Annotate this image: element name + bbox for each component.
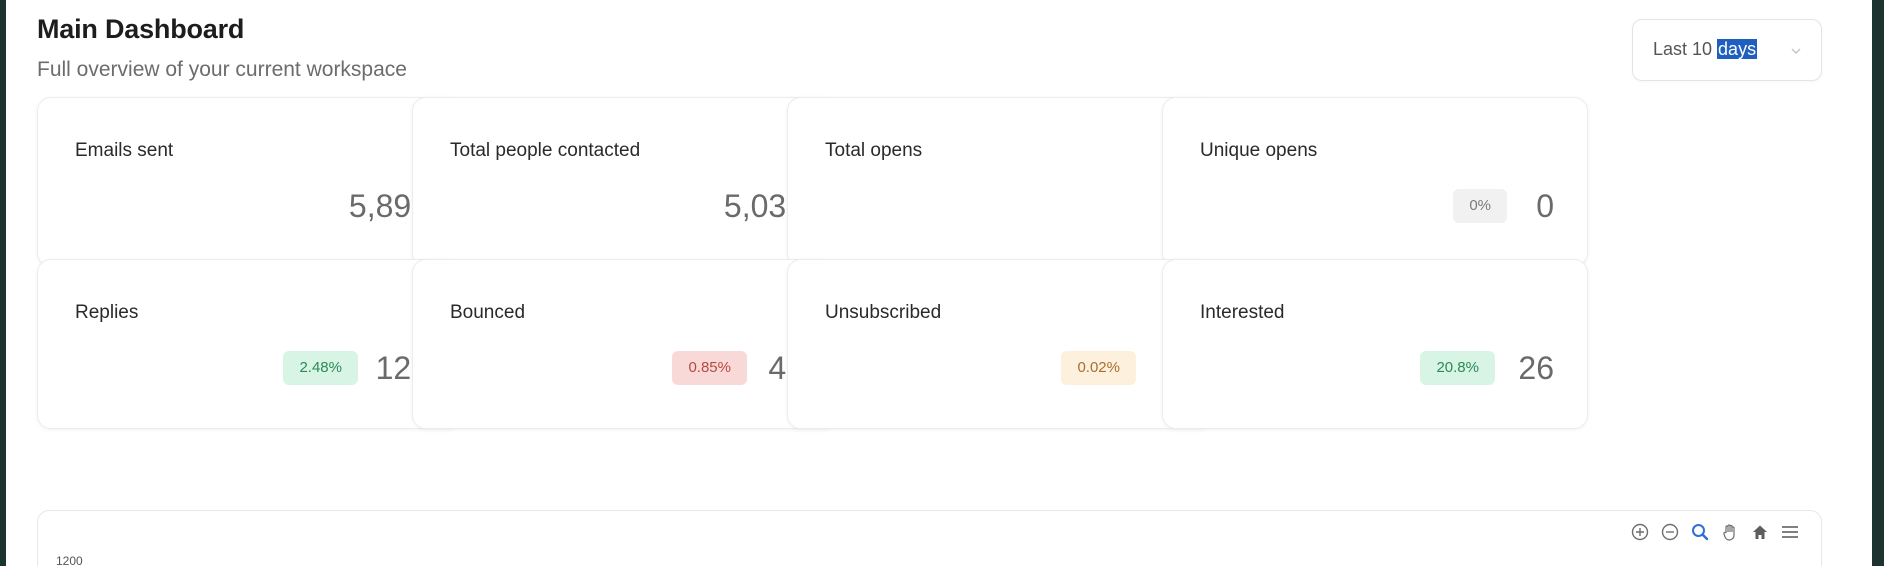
page-title: Main Dashboard xyxy=(37,14,245,44)
stat-label: Unsubscribed xyxy=(825,302,942,323)
pan-hand-icon[interactable] xyxy=(1719,521,1741,543)
zoom-out-icon[interactable] xyxy=(1659,521,1681,543)
y-axis-tick-label: 1200 xyxy=(56,554,83,566)
reset-home-icon[interactable] xyxy=(1749,521,1771,543)
selection-zoom-icon[interactable] xyxy=(1689,521,1711,543)
stat-card-bounced: Bounced 0.85% 43 xyxy=(412,259,838,429)
stat-card-total-people-contacted: Total people contacted 5,037 xyxy=(412,97,838,267)
stat-card-replies: Replies 2.48% 125 xyxy=(37,259,463,429)
stat-card-unsubscribed: Unsubscribed 0.02% 1 xyxy=(787,259,1213,429)
stat-card-interested: Interested 20.8% 26 xyxy=(1162,259,1588,429)
menu-icon[interactable] xyxy=(1779,521,1801,543)
percentage-badge: 0.85% xyxy=(672,351,747,385)
dashboard-frame: Main Dashboard Full overview of your cur… xyxy=(6,0,1872,566)
stat-label: Emails sent xyxy=(75,140,174,161)
stat-label: Total people contacted xyxy=(450,140,641,161)
page-subtitle: Full overview of your current workspace xyxy=(37,58,407,81)
percentage-badge: 2.48% xyxy=(283,351,358,385)
zoom-in-icon[interactable] xyxy=(1629,521,1651,543)
stat-label: Total opens xyxy=(825,140,923,161)
selected-text: days xyxy=(1717,39,1758,59)
stat-card-total-opens: Total opens 0 xyxy=(787,97,1213,267)
stat-label: Bounced xyxy=(450,302,526,323)
chart-panel: 1200 xyxy=(37,510,1822,566)
stat-label: Replies xyxy=(75,302,139,323)
stat-label: Unique opens xyxy=(1200,140,1318,161)
percentage-badge: 0% xyxy=(1453,189,1507,223)
stat-value: 0 xyxy=(1536,188,1554,224)
stat-value: 26 xyxy=(1518,350,1554,386)
date-range-prefix: Last 10 xyxy=(1653,39,1718,59)
percentage-badge: 0.02% xyxy=(1061,351,1136,385)
chart-toolbar xyxy=(1629,521,1801,543)
stat-label: Interested xyxy=(1200,302,1285,323)
stat-card-unique-opens: Unique opens 0% 0 xyxy=(1162,97,1588,267)
chevron-down-icon xyxy=(1791,48,1801,54)
date-range-value: Last 10 days xyxy=(1653,39,1758,60)
percentage-badge: 20.8% xyxy=(1420,351,1495,385)
stat-card-emails-sent: Emails sent 5,897 xyxy=(37,97,463,267)
date-range-select[interactable]: Last 10 days xyxy=(1632,19,1822,81)
